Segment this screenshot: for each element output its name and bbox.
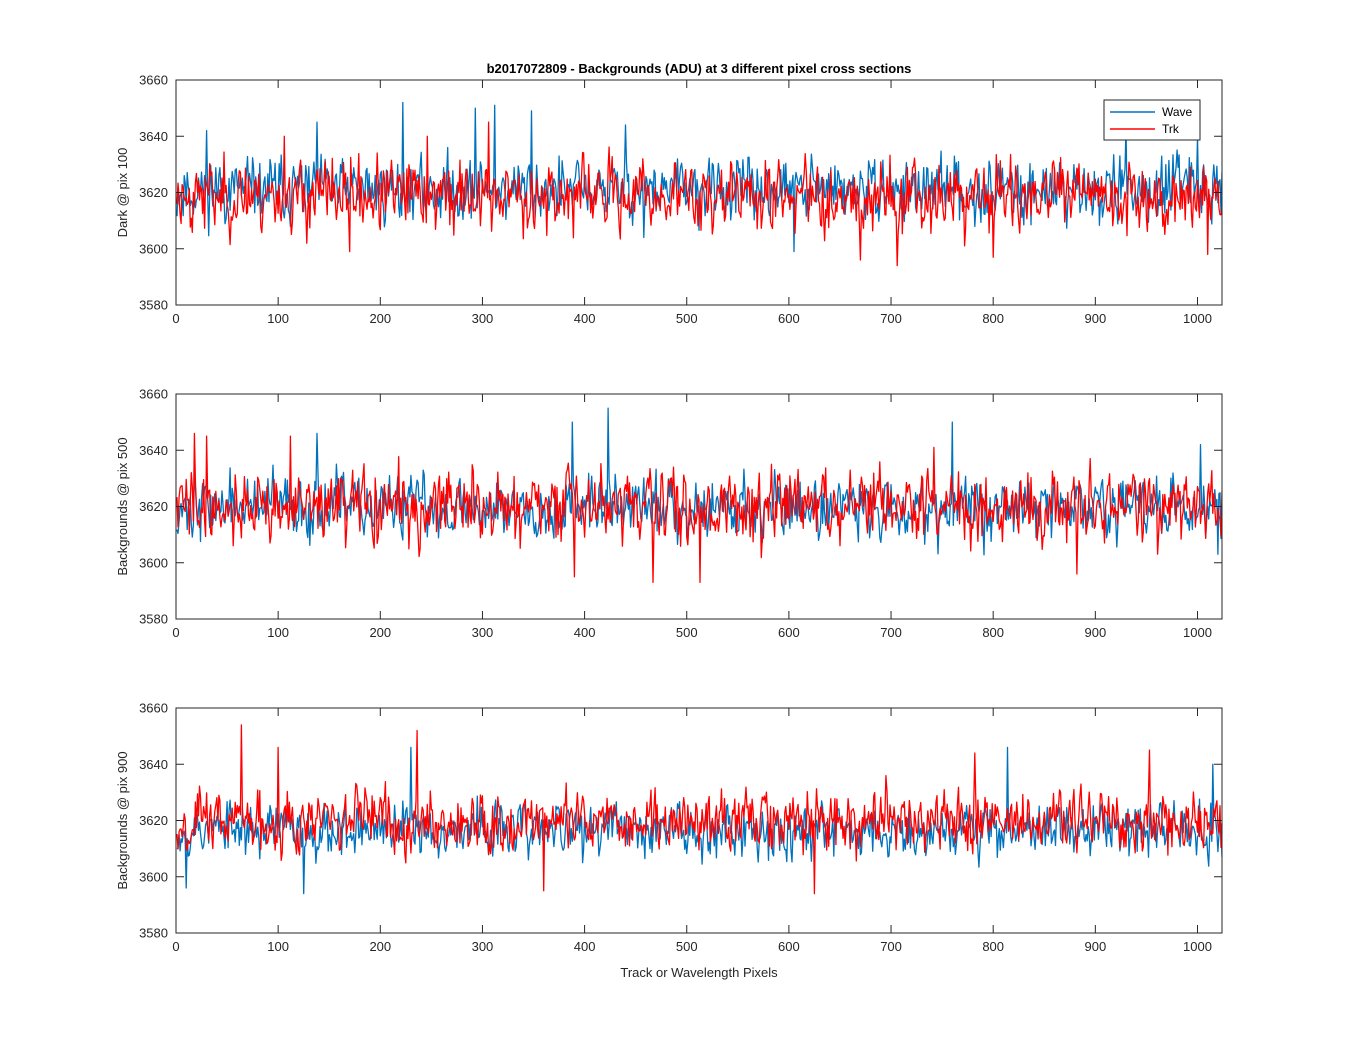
x-tick-label: 100 bbox=[267, 939, 289, 954]
x-tick-label: 300 bbox=[472, 939, 494, 954]
series-line-trk bbox=[176, 432, 1222, 584]
legend-label-wave: Wave bbox=[1162, 105, 1193, 119]
x-tick-label: 1000 bbox=[1183, 625, 1212, 640]
x-tick-label: 200 bbox=[369, 625, 391, 640]
y-tick-label: 3580 bbox=[139, 612, 168, 627]
y-tick-label: 3640 bbox=[139, 757, 168, 772]
y-tick-label: 3620 bbox=[139, 813, 168, 828]
legend: Wave Trk bbox=[1103, 99, 1201, 141]
x-tick-label: 100 bbox=[267, 311, 289, 326]
y-tick-label: 3620 bbox=[139, 185, 168, 200]
legend-box bbox=[1103, 99, 1201, 141]
x-tick-label: 0 bbox=[172, 311, 179, 326]
panels: 0 100 200 300 400 500 600 700 800 900 100035803600… bbox=[115, 73, 1223, 954]
x-tick-label: 600 bbox=[778, 939, 800, 954]
y-tick-label: 3600 bbox=[139, 869, 168, 884]
y-tick-label: 3660 bbox=[139, 387, 168, 402]
x-tick-label: 400 bbox=[574, 625, 596, 640]
x-tick-label: 800 bbox=[982, 311, 1004, 326]
figure-title: b2017072809 - Backgrounds (ADU) at 3 dif… bbox=[487, 61, 912, 76]
x-tick-label: 600 bbox=[778, 625, 800, 640]
y-tick-label: 3640 bbox=[139, 443, 168, 458]
series-line-trk bbox=[176, 724, 1222, 895]
y-axis-label: Dark @ pix 100 bbox=[115, 148, 130, 238]
y-tick-label: 3580 bbox=[139, 298, 168, 313]
x-tick-label: 300 bbox=[472, 311, 494, 326]
x-tick-label: 700 bbox=[880, 939, 902, 954]
x-tick-label: 0 bbox=[172, 939, 179, 954]
x-tick-label: 400 bbox=[574, 311, 596, 326]
x-tick-label: 700 bbox=[880, 311, 902, 326]
y-axis-label: Backgrounds @ pix 900 bbox=[115, 751, 130, 889]
y-tick-label: 3580 bbox=[139, 926, 168, 941]
y-axis-label: Backgrounds @ pix 500 bbox=[115, 437, 130, 575]
x-tick-label: 200 bbox=[369, 311, 391, 326]
x-tick-label: 400 bbox=[574, 939, 596, 954]
panel-3: 0 100 200 300 400 500 600 700 800 900 1000 3580 3600… bbox=[115, 701, 1223, 954]
panel-1: 0 100 200 300 400 500 600 700 800 900 1000 3580 3600… bbox=[115, 73, 1223, 326]
x-tick-label: 500 bbox=[676, 939, 698, 954]
y-tick-label: 3620 bbox=[139, 499, 168, 514]
x-tick-label: 500 bbox=[676, 625, 698, 640]
x-tick-label: 500 bbox=[676, 311, 698, 326]
y-tick-label: 3640 bbox=[139, 129, 168, 144]
panel-2: 0 100 200 300 400 500 600 700 800 900 1000 3580 3600… bbox=[115, 387, 1223, 640]
y-tick-label: 3600 bbox=[139, 555, 168, 570]
x-tick-label: 200 bbox=[369, 939, 391, 954]
x-tick-label: 900 bbox=[1084, 625, 1106, 640]
x-tick-label: 900 bbox=[1084, 939, 1106, 954]
x-tick-label: 800 bbox=[982, 939, 1004, 954]
x-tick-label: 800 bbox=[982, 625, 1004, 640]
series-line-trk bbox=[176, 121, 1222, 267]
x-tick-label: 700 bbox=[880, 625, 902, 640]
x-axis-label: Track or Wavelength Pixels bbox=[620, 965, 778, 980]
x-tick-label: 1000 bbox=[1183, 311, 1212, 326]
y-tick-label: 3660 bbox=[139, 73, 168, 88]
x-tick-label: 1000 bbox=[1183, 939, 1212, 954]
x-tick-label: 100 bbox=[267, 625, 289, 640]
y-tick-label: 3600 bbox=[139, 241, 168, 256]
x-tick-label: 900 bbox=[1084, 311, 1106, 326]
x-tick-label: 600 bbox=[778, 311, 800, 326]
legend-label-trk: Trk bbox=[1162, 122, 1180, 136]
x-tick-label: 0 bbox=[172, 625, 179, 640]
x-tick-label: 300 bbox=[472, 625, 494, 640]
y-tick-label: 3660 bbox=[139, 701, 168, 716]
